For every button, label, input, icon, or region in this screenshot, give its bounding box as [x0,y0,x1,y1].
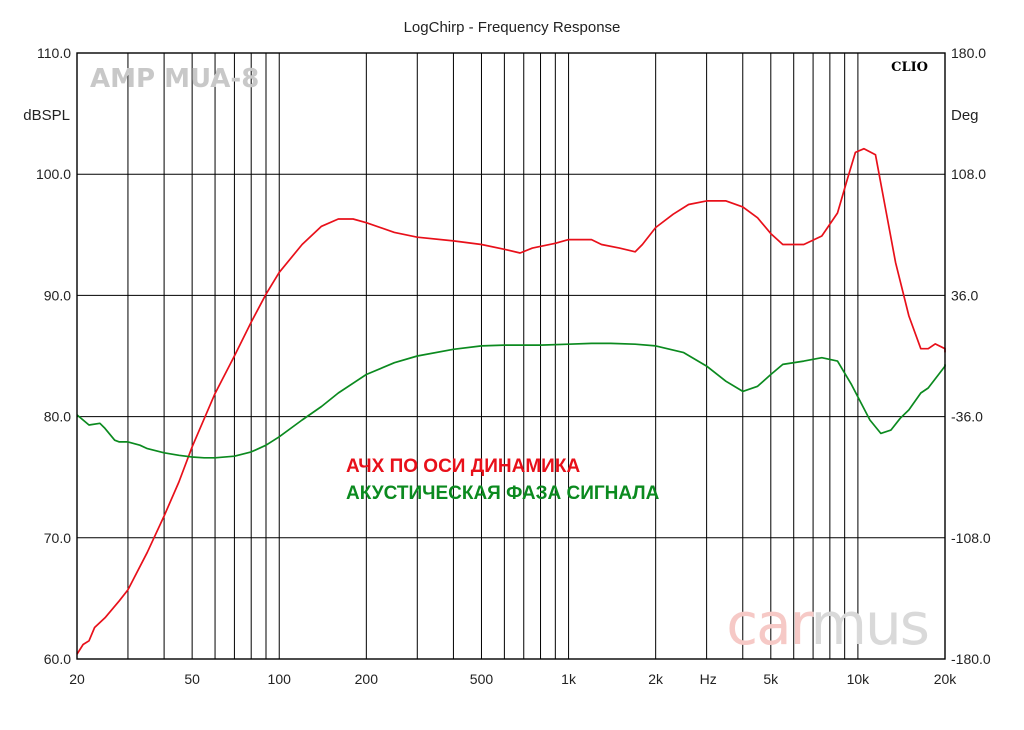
grid-lines [77,52,945,660]
y-left-tick-label: 110.0 [37,45,71,61]
watermark-amp-mua-8: AMP MUA-8 [90,64,259,94]
x-tick-label: 50 [184,671,200,687]
carmus-logo: carmus [726,590,930,658]
y-left-axis-label: dBSPL [23,107,70,124]
clio-label: CLIO [891,60,928,75]
y-right-tick-label: 36.0 [951,287,978,303]
legend-label-phase: АКУСТИЧЕСКАЯ ФАЗА СИГНАЛА [346,483,660,504]
x-axis-unit-label: Hz [700,671,717,687]
y-right-tick-label: -36.0 [951,409,983,425]
axis-ticks: 20 50 100 200 500 1k 2k 5k 10k 20k Hz 60.0 70.0 80.0 9… [36,45,991,687]
x-tick-label: 20 [69,671,85,687]
x-tick-label: 500 [470,671,494,687]
chart-curves [76,147,946,655]
x-tick-label: 20k [934,671,958,687]
series-line-spl [76,147,946,655]
y-left-tick-label: 90.0 [44,287,71,303]
y-right-axis-label: Deg [951,107,979,124]
y-left-tick-label: 70.0 [44,530,71,546]
y-left-tick-label: 100.0 [36,166,71,182]
x-tick-label: 10k [847,671,871,687]
x-tick-label: 200 [355,671,379,687]
y-left-tick-label: 80.0 [44,409,71,425]
carmus-logo-text: carmus [726,590,928,658]
legend-label-spl: АЧХ ПО ОСИ ДИНАМИКА [346,456,580,477]
plot-frame [76,52,946,660]
y-right-tick-label: -108.0 [951,530,991,546]
series-line-phase [76,342,946,459]
x-tick-label: 2k [648,671,664,687]
x-tick-label: 1k [561,671,577,687]
y-right-tick-label: 108.0 [951,166,986,182]
x-tick-label: 5k [763,671,779,687]
chart-legend: АЧХ ПО ОСИ ДИНАМИКА АКУСТИЧЕСКАЯ ФАЗА СИГ… [346,456,660,504]
y-left-tick-label: 60.0 [44,651,71,667]
x-tick-label: 100 [268,671,292,687]
y-right-tick-label: 180.0 [951,45,986,61]
chart-title: LogChirp - Frequency Response [404,19,621,36]
y-right-tick-label: -180.0 [951,651,991,667]
